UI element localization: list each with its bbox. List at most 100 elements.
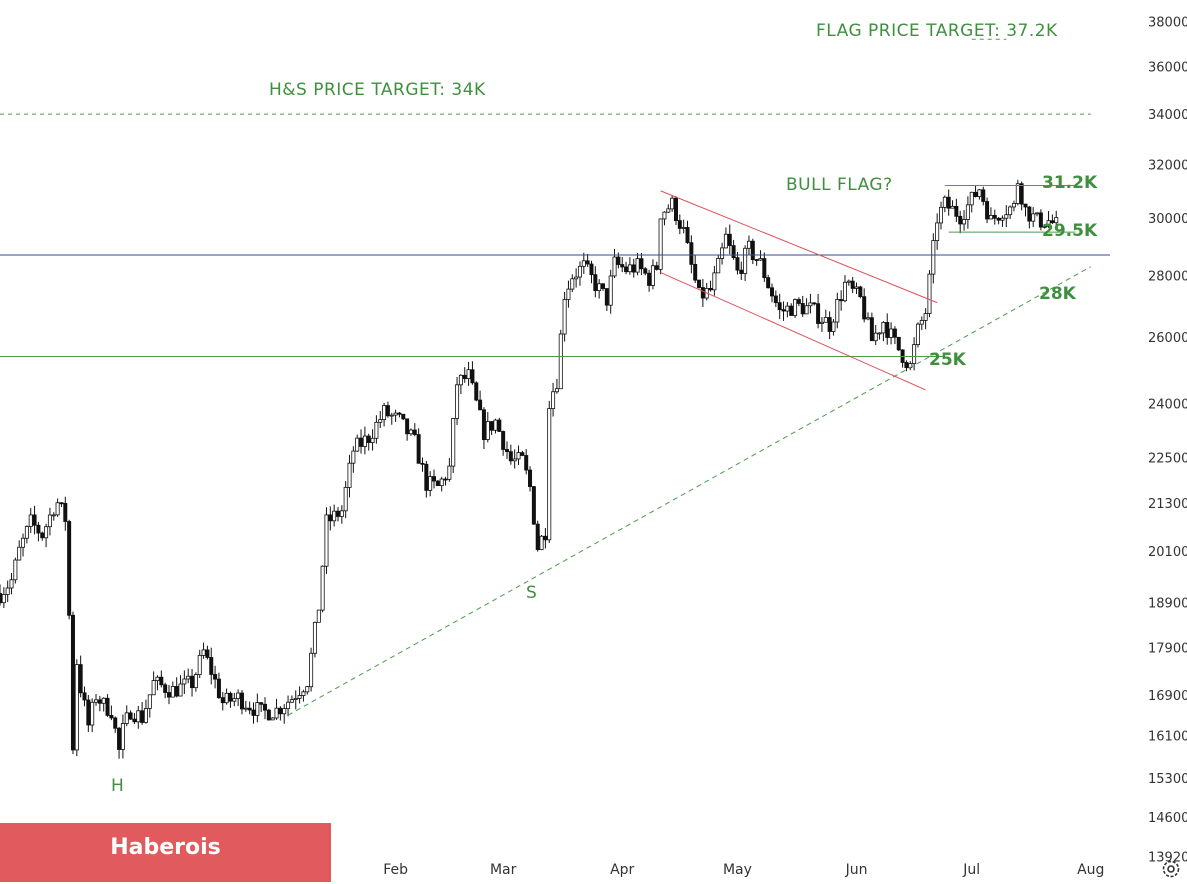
candle-body [689, 242, 694, 265]
candle-body [412, 429, 417, 435]
flag-price-target-label: FLAG PRICE TARGET: 37.2K [816, 21, 1058, 41]
candle [624, 261, 629, 275]
candle-body [251, 709, 256, 716]
candle [44, 523, 49, 548]
candle [673, 196, 678, 225]
candle-body [708, 288, 713, 291]
candle-body [504, 449, 509, 453]
candle [1042, 225, 1047, 229]
candle [59, 502, 64, 507]
candle-body [435, 480, 440, 487]
y-tick-label: 16100 [1148, 730, 1187, 745]
candle [850, 276, 855, 294]
candle-body [1054, 217, 1059, 224]
candle [428, 471, 433, 497]
candle-body [408, 429, 413, 435]
candle [497, 417, 502, 433]
candle [278, 706, 283, 721]
candle-body [577, 265, 582, 278]
candle-body [700, 287, 705, 299]
candle [117, 726, 122, 759]
candle [697, 279, 702, 289]
candle [720, 242, 725, 265]
candle-body [528, 469, 533, 487]
candle [432, 469, 437, 489]
candle-body [266, 709, 271, 721]
candle-body [762, 258, 767, 279]
candle-body [785, 305, 790, 312]
candle [593, 266, 598, 298]
candle-body [558, 333, 563, 390]
candle-body [347, 462, 352, 488]
candle [604, 288, 609, 311]
x-tick-label: Aug [1077, 862, 1104, 878]
candle [981, 186, 986, 206]
candle [328, 506, 333, 531]
candle [347, 454, 352, 498]
y-tick-label: 15300 [1148, 772, 1187, 787]
candle-body [958, 215, 963, 225]
candle [466, 361, 471, 386]
candle-body [94, 699, 99, 703]
candle [762, 252, 767, 282]
candle-body [589, 263, 594, 276]
candle-body [209, 657, 214, 675]
candle [67, 519, 72, 620]
candle [186, 668, 191, 684]
candle [896, 336, 901, 352]
candle-body [1011, 203, 1016, 208]
candle [631, 258, 636, 278]
candle-body [1038, 212, 1043, 228]
candle [577, 261, 582, 286]
candle [716, 255, 721, 274]
candle-body [627, 264, 632, 273]
candle [919, 316, 924, 331]
candle [259, 702, 264, 712]
candle [24, 525, 29, 544]
candle [297, 686, 302, 704]
candle [47, 507, 52, 536]
candle [113, 716, 118, 733]
candle-body [869, 317, 874, 342]
settings-icon[interactable] [1160, 858, 1182, 880]
candle [704, 282, 709, 301]
candle-body [97, 699, 102, 704]
candle [554, 378, 559, 394]
candle-body [735, 257, 740, 271]
candle [5, 580, 10, 603]
candle-body [942, 196, 947, 208]
candle-body [374, 421, 379, 439]
trendlines-layer [287, 190, 1092, 716]
candle [1035, 212, 1040, 217]
candle [228, 691, 233, 708]
candle [785, 302, 790, 318]
candle-body [931, 240, 936, 275]
candle-body [485, 421, 490, 441]
watermark-text: Haberois [110, 835, 221, 860]
candle [236, 689, 241, 707]
candle-body [912, 344, 917, 364]
candle-body [366, 435, 371, 444]
candle-body [650, 265, 655, 286]
candle [1008, 205, 1013, 219]
candle [170, 681, 175, 698]
candle [109, 705, 114, 721]
candle [374, 415, 379, 444]
candle-body [28, 514, 33, 527]
candle-body [420, 462, 425, 465]
candle [193, 672, 198, 692]
candle [1050, 214, 1055, 224]
candle-body [601, 283, 606, 289]
candle-body [59, 502, 64, 505]
candle-body [40, 532, 45, 539]
candle [101, 697, 106, 712]
candle-body [166, 692, 171, 698]
y-tick-label: 26000 [1148, 331, 1187, 346]
candle-body [105, 697, 110, 716]
candle-body [270, 717, 275, 721]
candle-body [239, 692, 244, 710]
candles-layer [0, 179, 1059, 759]
candle [470, 361, 475, 385]
candle [55, 498, 60, 517]
candle [224, 688, 229, 705]
